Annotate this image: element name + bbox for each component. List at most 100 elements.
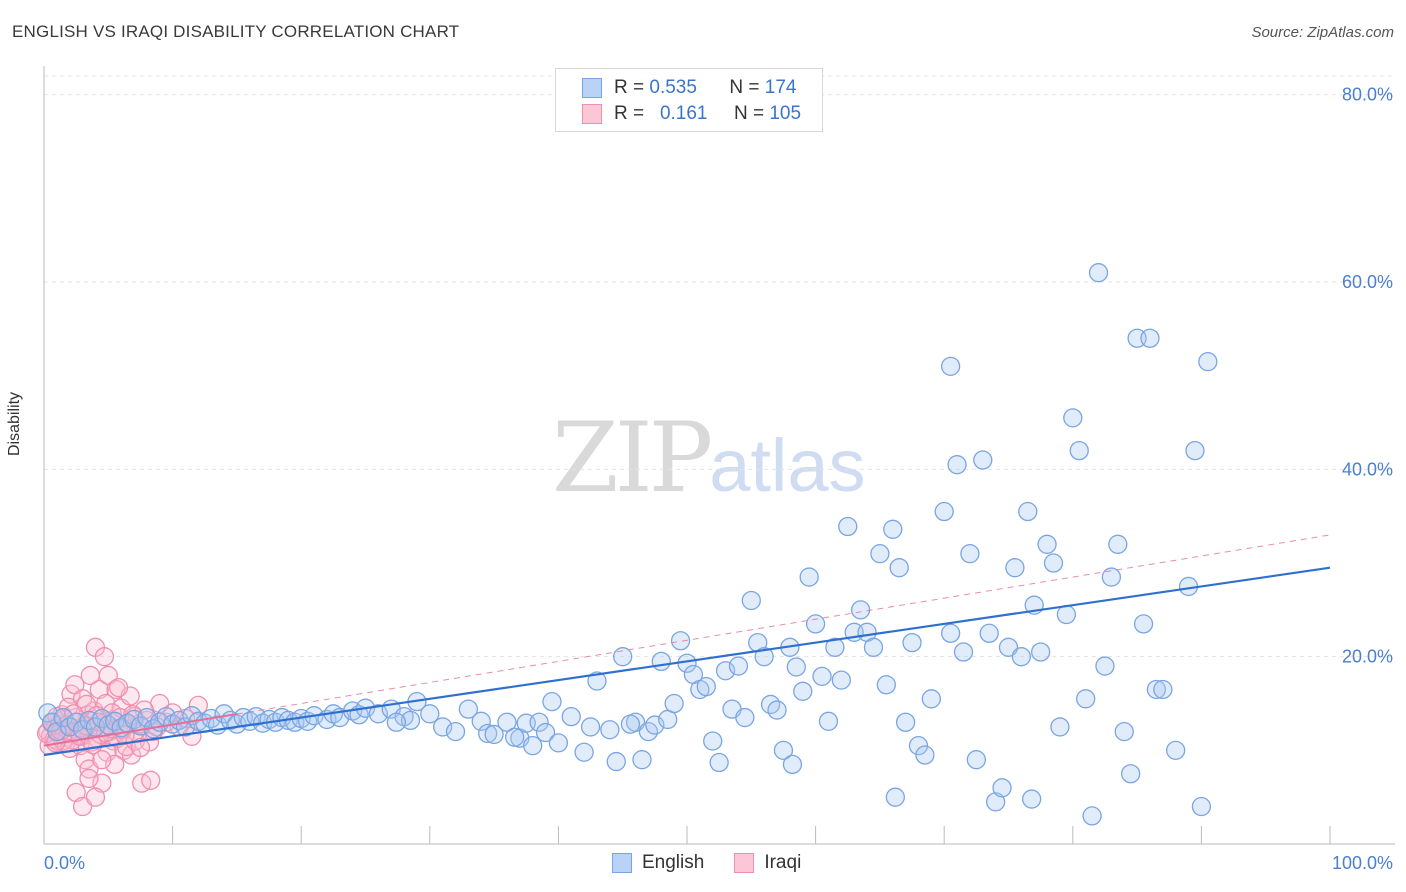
english-point (1198, 352, 1218, 372)
english-point (1121, 764, 1141, 784)
english-point (1021, 789, 1042, 809)
english-point (632, 750, 652, 770)
english-point (1153, 679, 1173, 700)
english-point (1011, 647, 1032, 667)
english-point (497, 712, 517, 732)
stats-row-iraqi: R = 0.161 N = 105 (582, 103, 801, 125)
english-point (992, 778, 1012, 798)
iraqi-point (66, 782, 86, 803)
english-point (799, 567, 819, 587)
english-swatch (582, 78, 602, 98)
english-point (703, 731, 723, 751)
iraqi-point (108, 677, 129, 698)
english-point (735, 707, 755, 728)
y-tick-label: 60.0% (1342, 272, 1393, 292)
english-point (1063, 408, 1083, 428)
english-point (574, 742, 594, 762)
trend-lines (43, 534, 1331, 757)
iraqi-swatch (582, 104, 602, 124)
english-point (915, 745, 935, 765)
iraqi-trend-line-dashed (236, 534, 1331, 715)
legend-item-iraqi[interactable]: Iraqi (734, 852, 801, 874)
iraqi-point (130, 737, 151, 758)
english-point (600, 720, 620, 740)
english-point (1185, 440, 1205, 461)
n-value: 174 (764, 77, 797, 98)
iraqi-point (85, 787, 106, 807)
english-point (561, 706, 581, 727)
english-point (1050, 717, 1070, 737)
english-point (838, 516, 858, 537)
iraqi-point (94, 647, 115, 667)
english-point (902, 632, 922, 653)
english-point (953, 642, 974, 662)
english-point (1082, 806, 1102, 826)
english-point (580, 717, 601, 737)
english-point (1101, 567, 1122, 587)
english-point (445, 721, 466, 742)
legend-label-iraqi: Iraqi (764, 852, 802, 873)
english-point (664, 693, 684, 714)
stats-row-english: R = 0.535 N = 174 (582, 77, 796, 99)
english-point (709, 752, 729, 773)
english-point (863, 637, 884, 657)
english-point (523, 736, 543, 756)
english-point (908, 736, 929, 756)
english-trend-line (43, 566, 1331, 757)
legend-label-english: English (642, 852, 705, 873)
english-point (651, 651, 671, 672)
english-point (895, 712, 916, 732)
y-tick-label: 80.0% (1342, 85, 1393, 105)
english-point (985, 792, 1006, 812)
english-point (505, 727, 525, 747)
iraqi-point (89, 679, 109, 700)
iraqi-point (72, 796, 93, 817)
r-value: 0.161 (659, 103, 708, 124)
english-point (587, 671, 607, 691)
x-tick-label: 100.0% (1332, 853, 1393, 873)
n-label: N = (729, 77, 760, 98)
english-point (484, 724, 504, 745)
english-point (670, 631, 691, 651)
english-point (1133, 614, 1154, 634)
english-point (1005, 558, 1025, 578)
english-point (1095, 656, 1115, 676)
english-point (542, 691, 562, 712)
r-value: 0.535 (649, 77, 697, 98)
chart-title: ENGLISH VS IRAQI DISABILITY CORRELATION … (12, 22, 460, 41)
iraqi-point (92, 750, 112, 770)
n-value: 105 (769, 103, 802, 124)
english-point (1140, 328, 1160, 348)
english-point (42, 712, 62, 732)
english-point (728, 656, 749, 676)
english-swatch (612, 853, 632, 873)
english-point (812, 666, 832, 687)
english-point (754, 647, 774, 667)
english-point (535, 722, 556, 743)
watermark: ZIPatlas (552, 402, 866, 514)
source-label: Source: ZipAtlas.com (1251, 24, 1394, 41)
english-point (767, 700, 787, 720)
r-label: R = (614, 103, 645, 124)
english-point (1191, 796, 1212, 817)
english-point (458, 699, 479, 719)
english-point (613, 647, 633, 667)
english-point (400, 710, 421, 731)
english-point (979, 623, 999, 643)
english-point (947, 455, 967, 475)
english-point (1069, 440, 1089, 461)
english-point (876, 675, 896, 695)
english-points (38, 263, 1218, 826)
english-point (850, 600, 871, 620)
english-point (1108, 534, 1128, 554)
iraqi-swatch (734, 853, 755, 873)
y-tick-label: 40.0% (1342, 459, 1393, 479)
y-tick-label: 20.0% (1342, 647, 1393, 667)
english-point (782, 754, 803, 775)
iraqi-trend-line-solid (43, 713, 238, 747)
english-point (940, 356, 961, 376)
english-point (793, 681, 813, 701)
legend-item-english[interactable]: English (612, 852, 704, 874)
n-label: N = (733, 103, 765, 124)
english-point (889, 558, 909, 578)
